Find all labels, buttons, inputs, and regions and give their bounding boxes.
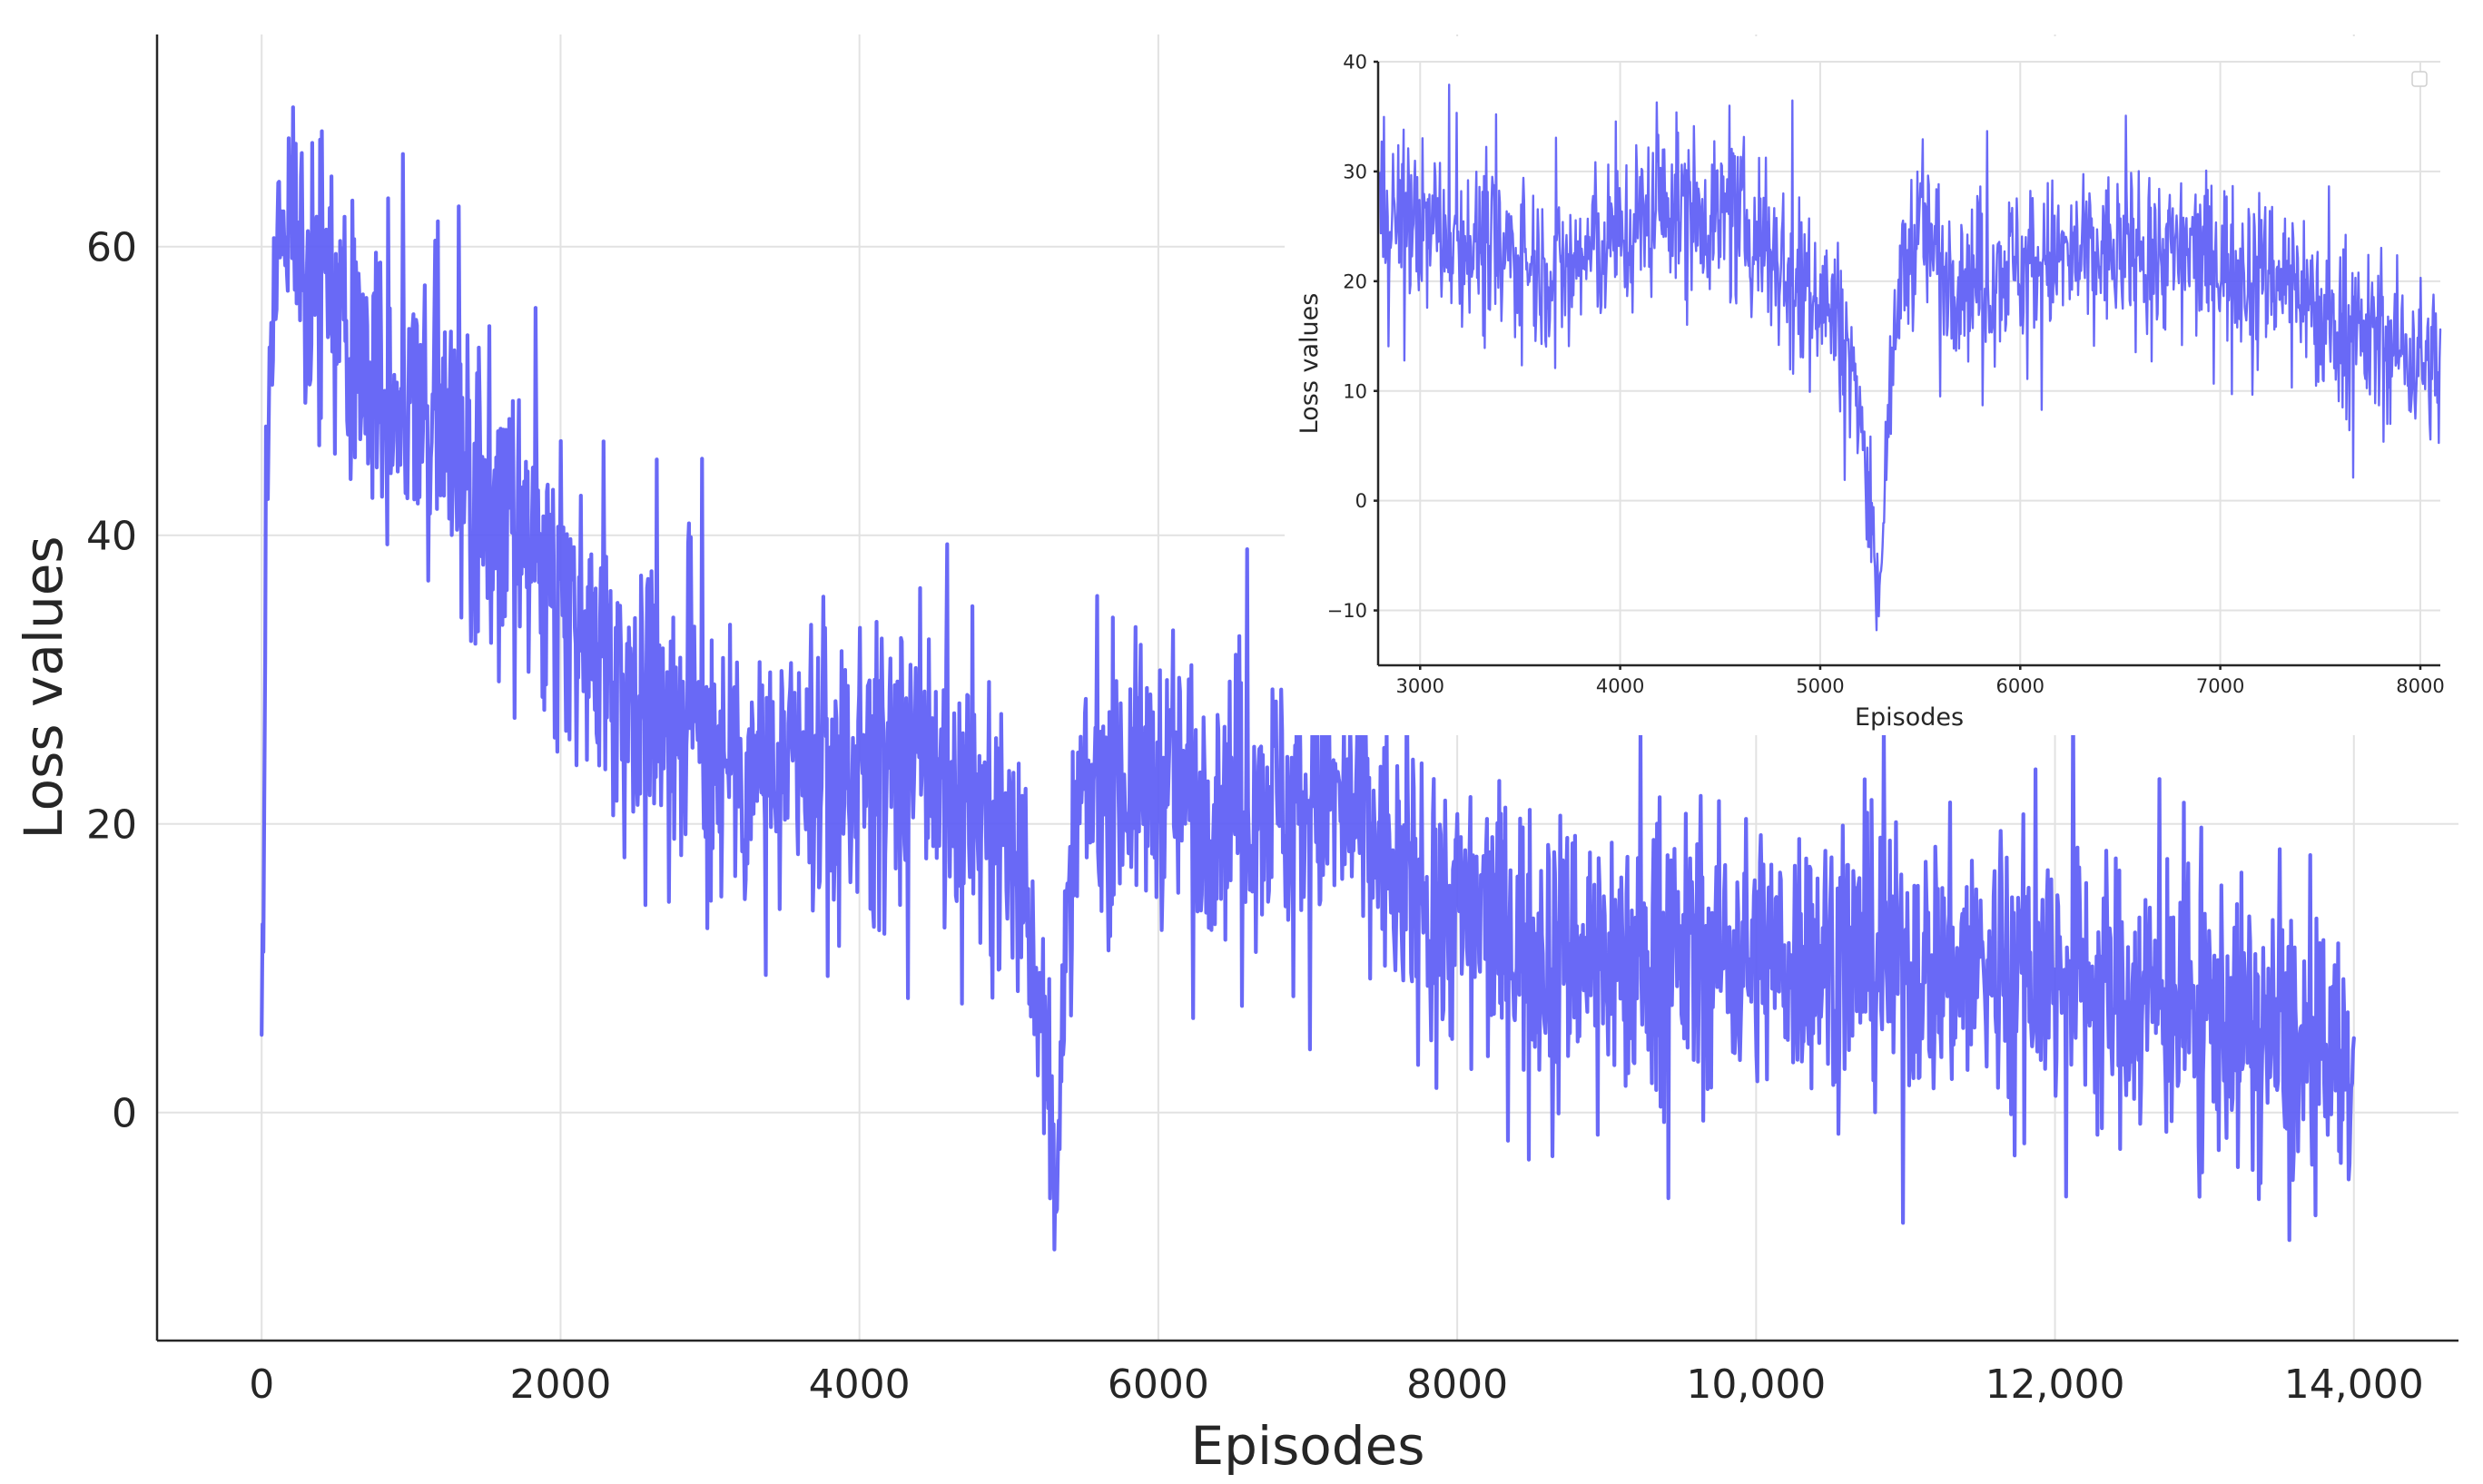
main-y-axis-label: Loss values: [13, 536, 74, 839]
main-loss-line: [260, 105, 2356, 1252]
inset-x-tick-label: 7000: [2196, 675, 2244, 697]
inset-chart: 3000 4000 5000 6000 7000 8000 −10 0 10 20 30 40 Epi…: [1285, 36, 2460, 735]
main-x-tick-label: 2000: [509, 1361, 611, 1408]
inset-legend-box: [2411, 71, 2428, 87]
inset-y-tick-label: 30: [1343, 161, 1367, 182]
main-x-tick-label: 14,000: [2284, 1361, 2424, 1408]
inset-y-tick-label: 0: [1355, 490, 1367, 512]
main-x-tick-label: 12,000: [1985, 1361, 2125, 1408]
main-series: [260, 105, 2356, 1252]
main-y-tick-label: 60: [86, 225, 137, 271]
inset-x-tick-label: 5000: [1796, 675, 1844, 697]
inset-x-axis-label: Episodes: [1855, 703, 1964, 732]
inset-y-tick-label: −10: [1327, 600, 1367, 622]
inset-x-tick-label: 6000: [1996, 675, 2045, 697]
inset-y-tick-label: 10: [1343, 380, 1367, 402]
main-axes: [155, 34, 2458, 1342]
main-x-axis-label: Episodes: [1191, 1415, 1425, 1477]
main-x-tick-label: 10,000: [1686, 1361, 1826, 1408]
main-y-tick-label: 20: [86, 802, 137, 849]
main-ticks: 0 2000 4000 6000 8000 10,000 12,000 14,000 0 20 40…: [86, 225, 2424, 1408]
main-x-tick-label: 8000: [1406, 1361, 1508, 1408]
inset-x-tick-label: 4000: [1596, 675, 1644, 697]
inset-background: [1285, 36, 2460, 735]
inset-y-tick-label: 40: [1343, 52, 1367, 74]
inset-x-tick-label: 3000: [1396, 675, 1444, 697]
inset-ticks: 3000 4000 5000 6000 7000 8000 −10 0 10 20 30 40: [1327, 52, 2445, 697]
main-x-tick-label: 0: [249, 1361, 274, 1408]
inset-y-tick-label: 20: [1343, 270, 1367, 292]
main-y-tick-label: 0: [112, 1091, 137, 1137]
inset-axes: [1376, 62, 2440, 667]
main-x-tick-label: 6000: [1108, 1361, 1209, 1408]
inset-x-tick-label: 8000: [2396, 675, 2444, 697]
inset-series: [1378, 84, 2442, 632]
inset-loss-line: [1378, 84, 2442, 632]
inset-y-axis-label: Loss values: [1296, 293, 1324, 435]
main-y-tick-label: 40: [86, 514, 137, 560]
main-x-tick-label: 4000: [809, 1361, 911, 1408]
